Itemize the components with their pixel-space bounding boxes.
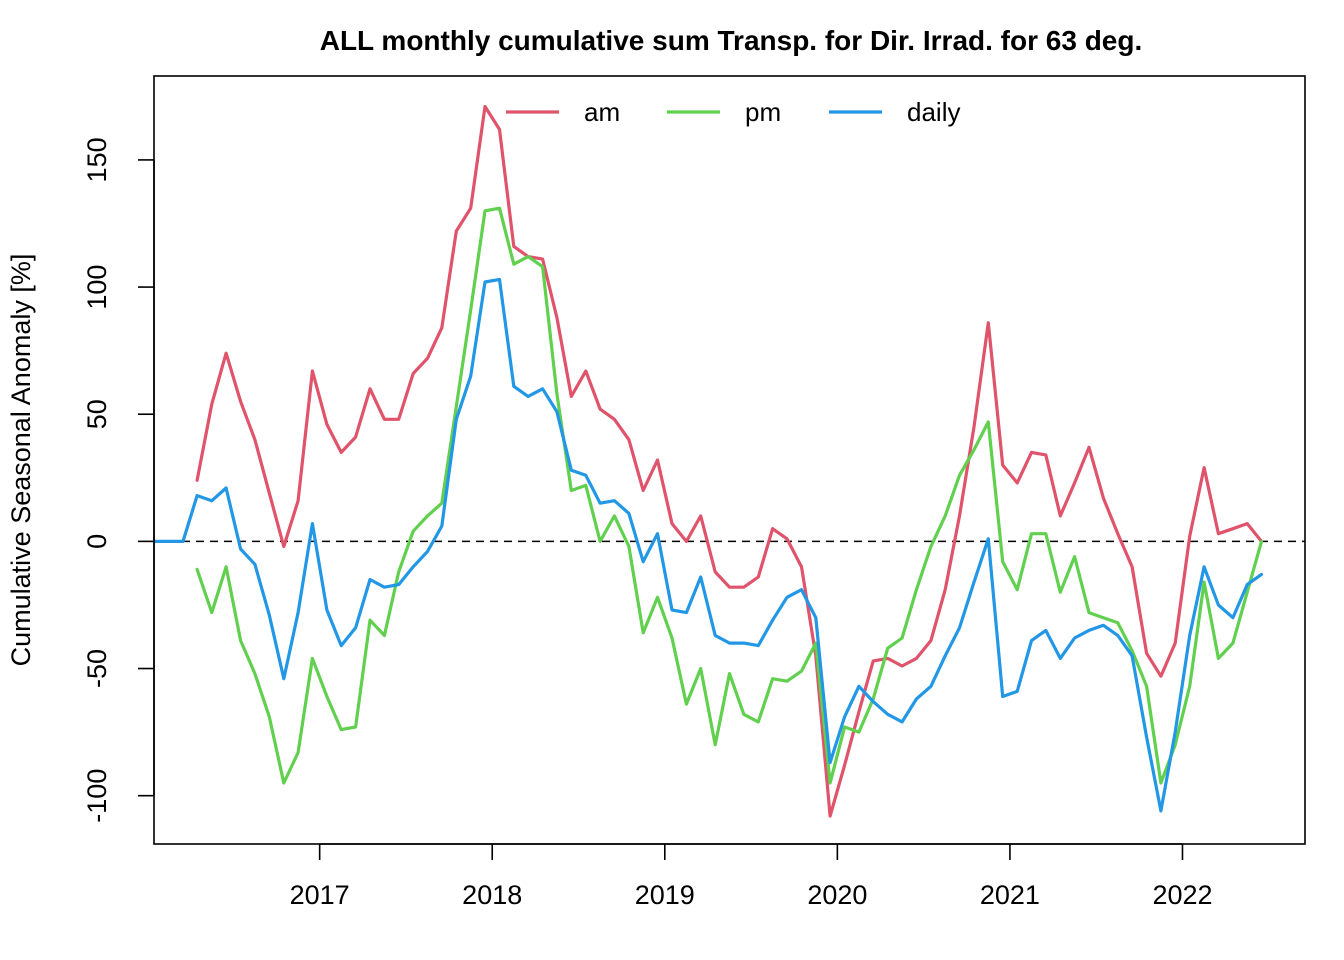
x-tick-label: 2017 <box>290 880 350 910</box>
series-line-am <box>195 104 1264 818</box>
series-line-daily <box>154 277 1264 813</box>
x-tick-label: 2021 <box>980 880 1040 910</box>
series-lines <box>154 104 1264 818</box>
y-tick-label: 100 <box>82 265 112 310</box>
x-tick-label: 2022 <box>1152 880 1212 910</box>
y-tick-label: -100 <box>82 769 112 823</box>
y-tick-label: 0 <box>82 534 112 549</box>
chart-title: ALL monthly cumulative sum Transp. for D… <box>320 25 1143 56</box>
plot-frame <box>153 75 1306 845</box>
legend: am pm daily <box>506 97 960 127</box>
legend-label-daily: daily <box>907 97 960 127</box>
y-axis: -100 -50 0 50 100 150 <box>82 137 155 823</box>
x-tick-label: 2019 <box>635 880 695 910</box>
legend-label-pm: pm <box>745 97 781 127</box>
plot-area <box>154 104 1305 818</box>
x-tick-label: 2020 <box>807 880 867 910</box>
series-line-pm <box>195 206 1264 785</box>
legend-label-am: am <box>584 97 620 127</box>
x-axis: 2017 2018 2019 2020 2021 2022 <box>290 843 1213 910</box>
y-axis-label: Cumulative Seasonal Anomaly [%] <box>6 254 36 667</box>
y-tick-label: -50 <box>82 649 112 688</box>
y-tick-label: 150 <box>82 137 112 182</box>
x-tick-label: 2018 <box>462 880 522 910</box>
y-tick-label: 50 <box>82 399 112 429</box>
